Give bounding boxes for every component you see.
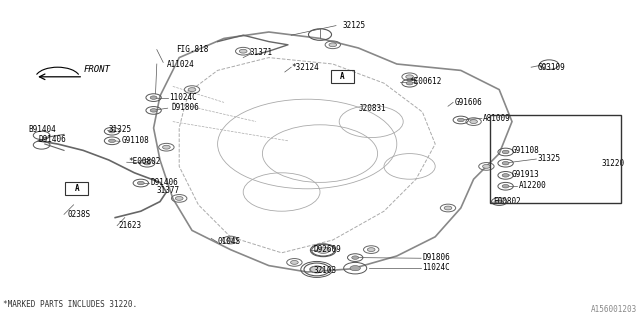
Circle shape <box>502 150 509 154</box>
Text: D91806: D91806 <box>172 103 199 112</box>
Circle shape <box>310 266 324 273</box>
Circle shape <box>496 200 502 203</box>
Text: 31325: 31325 <box>538 154 561 163</box>
Text: 0238S: 0238S <box>67 210 90 219</box>
Circle shape <box>367 248 375 252</box>
Circle shape <box>352 256 358 259</box>
Circle shape <box>150 109 157 112</box>
Text: A: A <box>74 184 79 193</box>
Text: 32125: 32125 <box>342 21 365 30</box>
Text: D91406: D91406 <box>38 135 66 144</box>
Text: *E00612: *E00612 <box>410 77 442 86</box>
Text: A12200: A12200 <box>518 181 546 190</box>
Text: G91108: G91108 <box>122 136 149 145</box>
Text: FRONT: FRONT <box>83 65 110 74</box>
Text: A81009: A81009 <box>483 114 511 123</box>
Circle shape <box>502 162 509 165</box>
Text: 31371: 31371 <box>250 48 273 57</box>
Circle shape <box>470 120 477 124</box>
Text: G93109: G93109 <box>538 63 565 72</box>
Text: E00802: E00802 <box>493 197 520 206</box>
Text: *32124: *32124 <box>291 63 319 72</box>
Circle shape <box>310 266 323 273</box>
Text: 31325: 31325 <box>109 125 132 134</box>
Circle shape <box>502 174 509 177</box>
Text: A11024: A11024 <box>166 60 194 68</box>
Text: 11024C: 11024C <box>170 93 197 102</box>
Text: *MARKED PARTS INCLUDES 31220.: *MARKED PARTS INCLUDES 31220. <box>3 300 138 309</box>
Circle shape <box>144 162 150 165</box>
Circle shape <box>502 185 509 188</box>
Text: A156001203: A156001203 <box>591 305 637 314</box>
Text: 11024C: 11024C <box>422 263 450 272</box>
Circle shape <box>109 139 115 142</box>
Circle shape <box>329 43 337 47</box>
Circle shape <box>444 206 452 210</box>
Circle shape <box>350 266 360 271</box>
Circle shape <box>138 181 144 185</box>
Circle shape <box>109 130 115 133</box>
Circle shape <box>188 88 196 92</box>
Text: 0104S: 0104S <box>218 237 241 246</box>
Circle shape <box>317 247 330 253</box>
Circle shape <box>291 260 298 264</box>
Circle shape <box>483 164 490 168</box>
Text: D91806: D91806 <box>422 253 450 262</box>
Text: G91913: G91913 <box>512 170 540 179</box>
Text: G91108: G91108 <box>512 146 540 155</box>
Circle shape <box>406 82 413 85</box>
Text: 21623: 21623 <box>118 221 141 230</box>
Circle shape <box>163 145 170 149</box>
Text: D91406: D91406 <box>150 178 178 187</box>
Circle shape <box>458 118 464 122</box>
Circle shape <box>406 75 413 79</box>
Text: *E00802: *E00802 <box>128 157 161 166</box>
Text: J20831: J20831 <box>358 104 386 113</box>
Text: 31220: 31220 <box>602 159 625 168</box>
Text: G91606: G91606 <box>454 98 482 107</box>
Text: B91404: B91404 <box>29 125 56 134</box>
Circle shape <box>175 196 183 200</box>
Text: A: A <box>340 72 345 81</box>
Circle shape <box>150 96 157 99</box>
Circle shape <box>239 49 247 53</box>
Circle shape <box>318 248 328 253</box>
Text: 31377: 31377 <box>157 186 180 195</box>
Text: D92609: D92609 <box>314 245 341 254</box>
Text: FIG.818: FIG.818 <box>176 45 209 54</box>
Text: 32103: 32103 <box>314 266 337 275</box>
Circle shape <box>227 238 234 242</box>
